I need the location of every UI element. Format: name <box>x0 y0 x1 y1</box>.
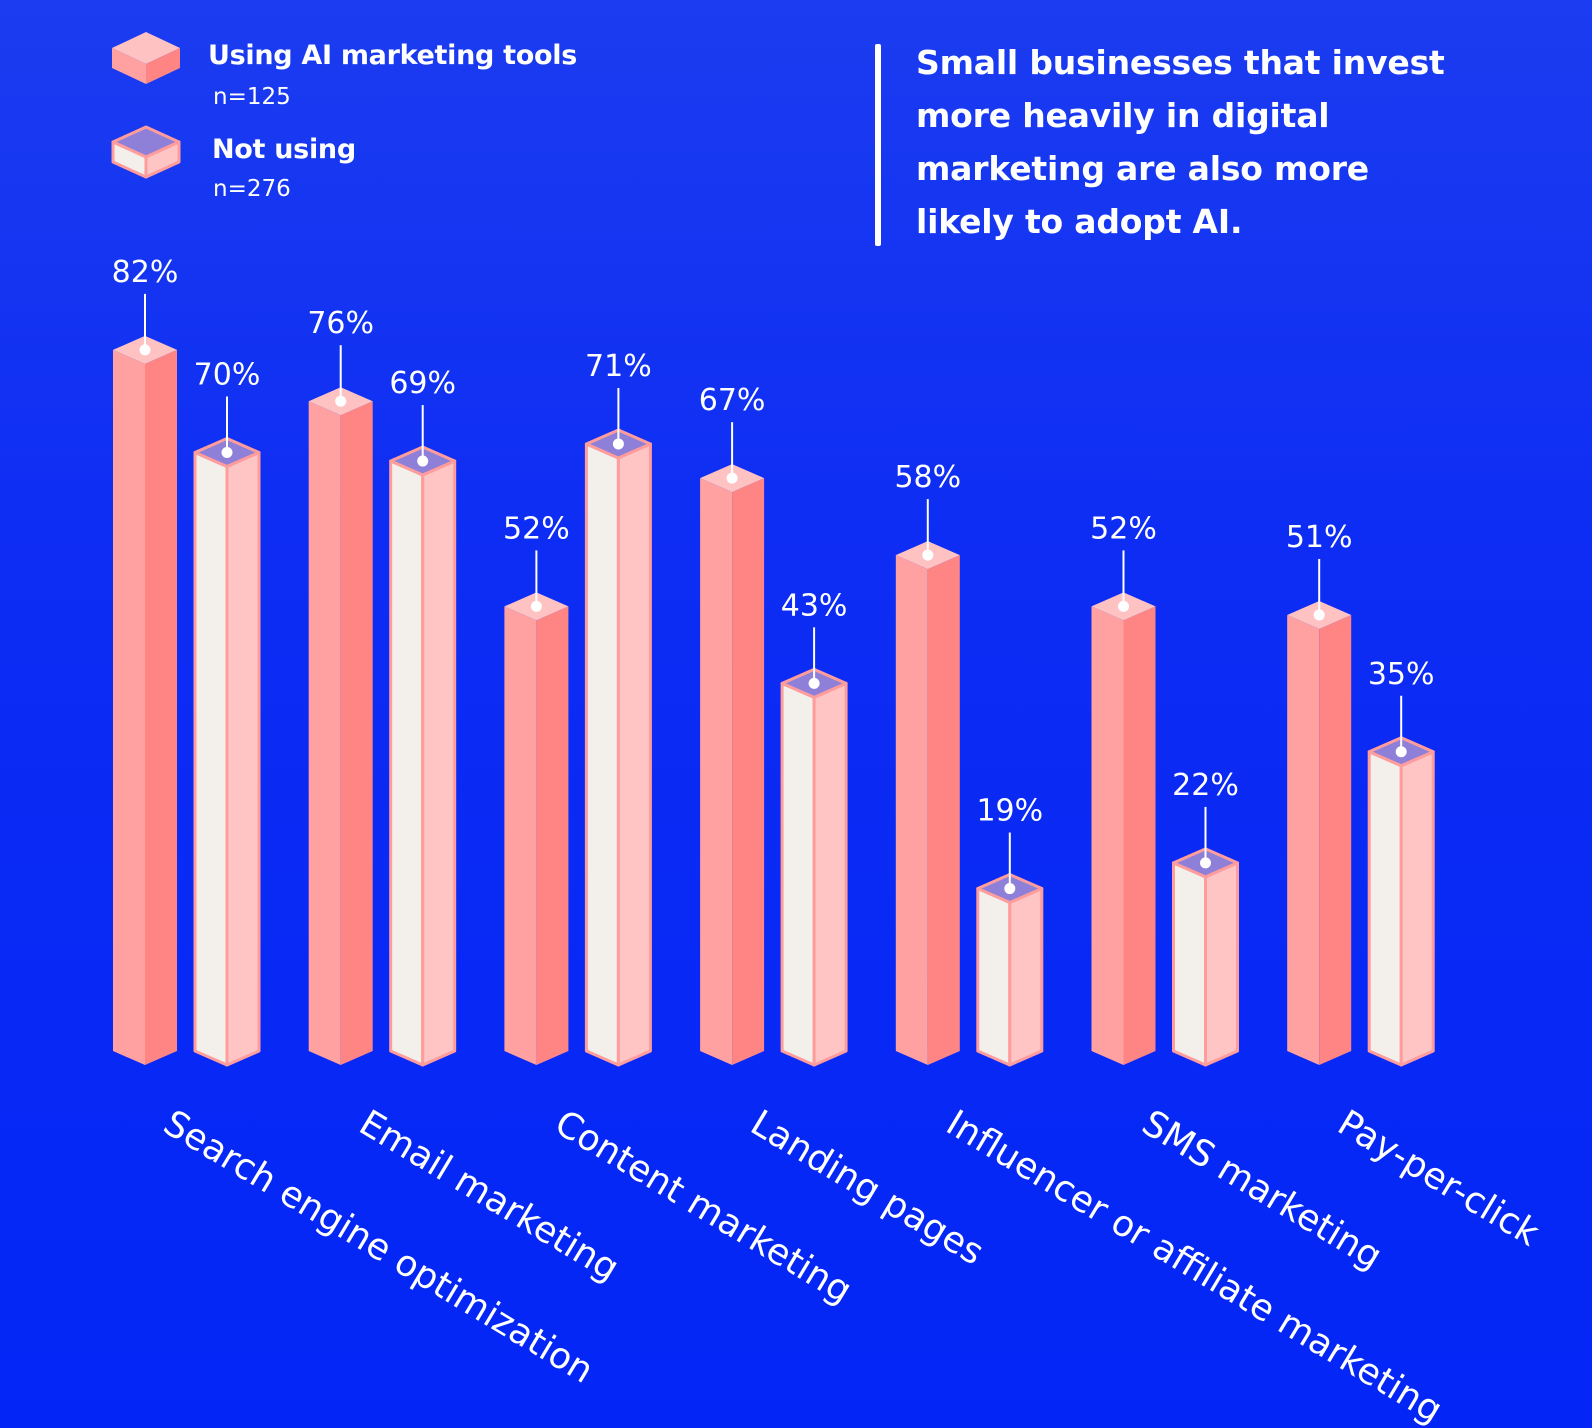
legend-label-using: Using AI marketing tools <box>208 40 577 71</box>
bar-side-face <box>225 451 261 1067</box>
data-label: 67% <box>699 383 766 418</box>
bar-front-face <box>504 606 537 1065</box>
legend-label-not-using: Not using <box>212 134 356 165</box>
data-label: 82% <box>112 255 179 290</box>
label-dot <box>530 600 542 612</box>
label-dot <box>417 455 429 467</box>
bar-front-face <box>113 349 145 1065</box>
bar-using-0: 82% <box>112 255 179 1065</box>
bar-side-face <box>1399 750 1435 1067</box>
bar-side-face <box>1204 861 1239 1067</box>
bar-not-using-4: 19% <box>976 794 1044 1067</box>
label-dot <box>1200 857 1211 869</box>
bar-not-using-2: 71% <box>584 349 652 1067</box>
bar-side-face <box>421 459 457 1067</box>
legend-swatch-not-using <box>111 125 181 179</box>
bar-using-2: 52% <box>503 511 570 1065</box>
bar-side-face <box>1008 887 1044 1067</box>
bar-front-face <box>389 459 425 1067</box>
data-label: 52% <box>1090 511 1157 546</box>
bar-not-using-6: 35% <box>1367 657 1435 1067</box>
bar-using-6: 51% <box>1286 520 1353 1065</box>
bar-not-using-1: 69% <box>389 366 457 1067</box>
legend-n-using: n=125 <box>213 84 291 110</box>
label-dot <box>1395 746 1407 758</box>
bar-front-face <box>1367 750 1403 1067</box>
bar-using-3: 67% <box>699 383 766 1065</box>
data-label: 22% <box>1172 768 1239 803</box>
data-label: 58% <box>894 460 961 495</box>
label-dot <box>922 549 934 561</box>
bar-front-face <box>895 555 928 1065</box>
bar-front-face <box>584 442 620 1067</box>
label-dot <box>1004 883 1016 895</box>
data-label: 76% <box>307 306 374 341</box>
bar-side-face <box>340 401 373 1065</box>
label-dot <box>612 438 624 450</box>
label-dot <box>221 447 233 458</box>
bar-front-face <box>1091 606 1124 1065</box>
bar-side-face <box>536 606 569 1065</box>
headline-text: Small businesses that invest more heavil… <box>916 43 1445 241</box>
bar-side-face <box>812 681 848 1067</box>
bar-side-face <box>1319 614 1352 1065</box>
bar-using-1: 76% <box>307 306 374 1065</box>
bar-side-face <box>1123 606 1156 1065</box>
headline-divider <box>875 44 881 246</box>
label-dot <box>1313 609 1325 621</box>
legend-n-not-using: n=276 <box>213 176 291 202</box>
label-dot <box>335 395 347 407</box>
data-label: 52% <box>503 511 570 546</box>
bar-front-face <box>193 451 229 1067</box>
label-dot <box>1118 600 1129 612</box>
bar-not-using-3: 43% <box>780 588 848 1067</box>
data-label: 71% <box>585 349 652 384</box>
data-label: 19% <box>976 794 1043 829</box>
bar-not-using-5: 22% <box>1172 768 1239 1067</box>
legend-swatch-using <box>112 32 180 84</box>
data-label: 51% <box>1286 520 1353 555</box>
bar-front-face <box>1172 861 1207 1067</box>
data-label: 43% <box>781 588 848 623</box>
label-dot <box>726 472 738 484</box>
label-dot <box>139 344 151 356</box>
data-label: 35% <box>1368 657 1435 692</box>
data-label: 70% <box>194 358 261 393</box>
bar-side-face <box>616 442 652 1067</box>
label-dot <box>808 677 820 689</box>
bar-using-4: 58% <box>894 460 961 1065</box>
bar-front-face <box>308 401 341 1065</box>
data-label: 69% <box>389 366 456 401</box>
bar-front-face <box>1287 614 1320 1065</box>
bar-side-face <box>145 349 177 1065</box>
bar-front-face <box>780 681 816 1067</box>
bar-not-using-0: 70% <box>193 358 261 1067</box>
bar-front-face <box>700 478 733 1065</box>
bar-side-face <box>927 555 960 1065</box>
bar-using-5: 52% <box>1090 511 1157 1065</box>
bar-front-face <box>976 887 1012 1067</box>
bar-side-face <box>732 478 765 1065</box>
